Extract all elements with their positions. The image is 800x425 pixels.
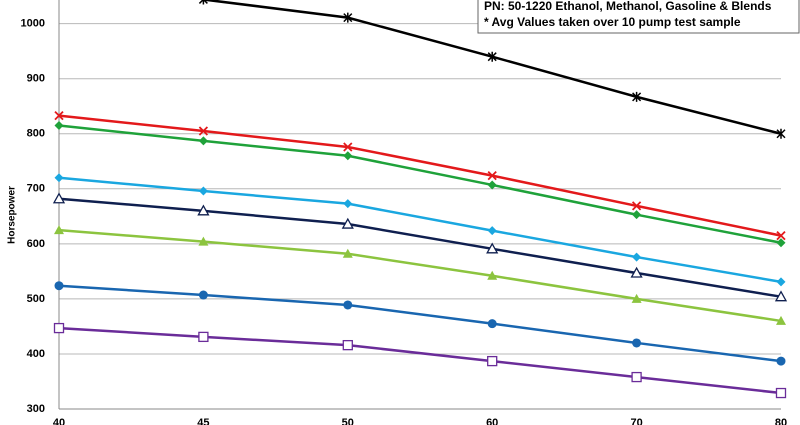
marker (343, 199, 353, 209)
annotation: PN: 50-1220 Ethanol, Methanol, Gasoline … (484, 0, 772, 13)
marker (54, 281, 64, 291)
marker (54, 225, 64, 235)
marker (343, 12, 353, 23)
marker (631, 201, 642, 211)
marker (776, 230, 786, 241)
marker (776, 238, 786, 248)
marker (197, 204, 210, 216)
marker (343, 300, 353, 310)
marker (776, 315, 786, 325)
x-tick-label: 60 (486, 417, 498, 425)
marker (487, 226, 497, 236)
series-line (58, 197, 782, 298)
marker (487, 319, 497, 329)
marker (342, 248, 353, 258)
marker (487, 180, 497, 190)
marker (487, 355, 498, 367)
series-line (58, 284, 782, 363)
marker (632, 210, 642, 220)
marker (198, 290, 208, 300)
marker (198, 186, 208, 196)
y-tick-label: 1000 (21, 18, 45, 30)
marker (631, 371, 642, 383)
marker (54, 110, 64, 121)
x-tick-label: 40 (53, 417, 65, 425)
marker (343, 142, 353, 152)
marker (54, 121, 64, 131)
y-tick-label: 900 (27, 73, 45, 85)
marker (198, 236, 209, 246)
marker (53, 322, 65, 334)
y-tick-label: 600 (27, 238, 45, 250)
y-tick-label: 800 (27, 128, 45, 140)
marker (487, 51, 497, 62)
marker (198, 0, 208, 5)
marker (342, 339, 353, 351)
y-tick-label: 700 (27, 183, 45, 195)
x-tick-label: 50 (342, 417, 354, 425)
marker (632, 91, 642, 102)
marker (487, 270, 498, 280)
marker (632, 338, 642, 348)
marker (632, 252, 642, 262)
x-tick-label: 80 (775, 417, 787, 425)
marker (487, 170, 497, 181)
marker (776, 356, 786, 366)
marker (775, 387, 787, 399)
series-line (58, 114, 782, 237)
marker (774, 290, 788, 302)
x-tick-label: 45 (197, 417, 209, 425)
y-tick-label: 300 (27, 403, 45, 415)
marker (54, 173, 64, 183)
series-line (58, 326, 782, 395)
x-tick-label: 70 (630, 417, 642, 425)
marker (776, 128, 786, 139)
marker (486, 242, 499, 254)
series-line (58, 228, 782, 323)
marker (631, 293, 642, 303)
marker (52, 192, 66, 204)
marker (198, 136, 208, 146)
series-line (58, 176, 782, 284)
marker (198, 331, 209, 343)
series-line (58, 124, 782, 244)
marker (341, 217, 354, 229)
marker (343, 151, 353, 161)
y-tick-label: 500 (27, 293, 45, 305)
y-axis-label: Horsepower (7, 186, 18, 244)
marker (776, 277, 786, 287)
y-tick-label: 400 (27, 348, 45, 360)
marker (630, 266, 643, 278)
marker (198, 126, 209, 136)
legend-box (477, 0, 800, 34)
annotation: * Avg Values taken over 10 pump test sam… (484, 15, 741, 29)
